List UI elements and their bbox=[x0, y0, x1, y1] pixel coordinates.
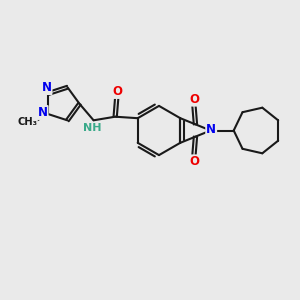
Text: O: O bbox=[189, 93, 199, 106]
Text: N: N bbox=[41, 81, 52, 94]
Text: CH₃: CH₃ bbox=[17, 117, 37, 128]
Text: N: N bbox=[38, 106, 48, 119]
Text: NH: NH bbox=[83, 123, 101, 133]
Text: O: O bbox=[112, 85, 122, 98]
Text: N: N bbox=[206, 123, 216, 136]
Text: O: O bbox=[189, 155, 199, 168]
